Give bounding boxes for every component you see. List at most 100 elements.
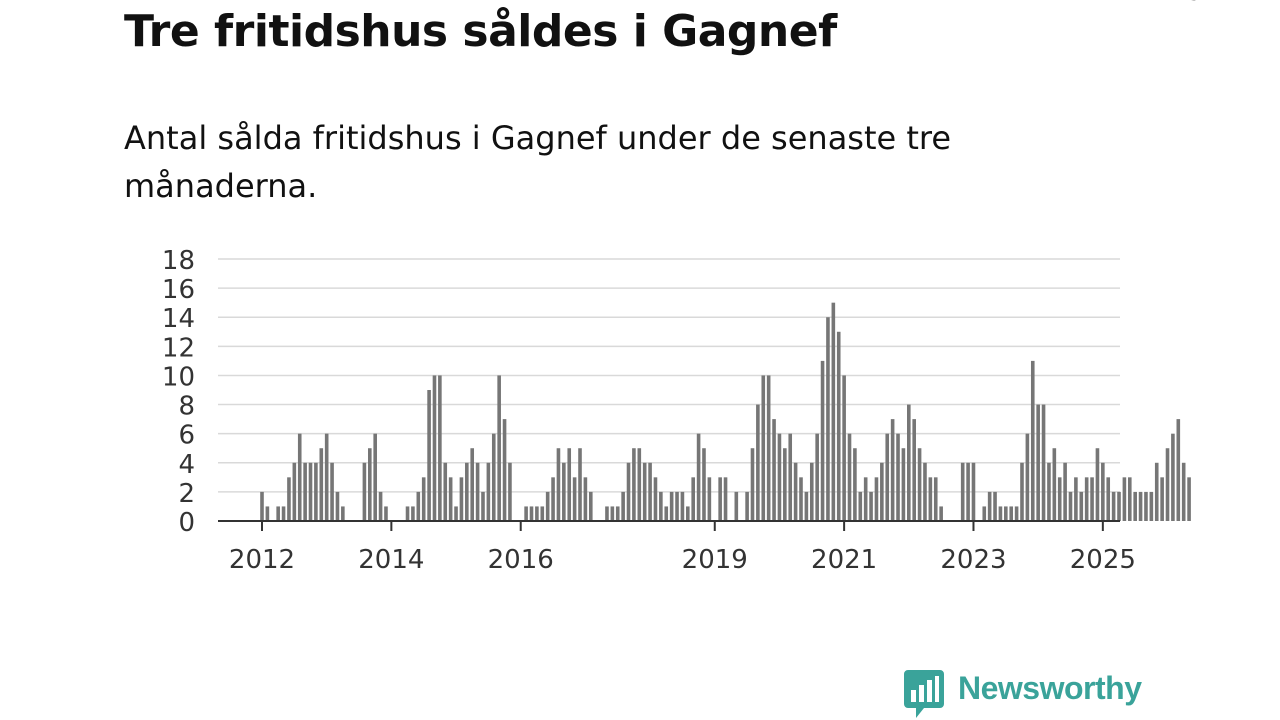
bar [842,375,846,521]
chart-subtitle: Antal sålda fritidshus i Gagnef under de… [124,119,952,205]
bar [1101,462,1105,521]
bar [831,302,836,521]
bar [427,390,431,521]
newsworthy-logo: Newsworthy [902,668,1162,720]
bar [1047,462,1051,521]
newsworthy-logo-icon [904,670,944,718]
bar [707,477,712,521]
y-tick-label: 0 [178,508,195,538]
bar [820,360,825,521]
bar [615,506,620,521]
bar [621,491,625,521]
bar [411,506,415,521]
bar [809,462,814,521]
bar [529,506,534,521]
bar [540,506,545,521]
bar [362,462,367,521]
bar [443,462,448,521]
y-tick-label: 2 [178,479,195,509]
bar [858,491,863,521]
bar [1154,462,1159,521]
bar [465,462,469,521]
bar [691,477,695,521]
bar [772,419,776,521]
bar [815,433,819,521]
bar [750,448,755,521]
bar [1084,477,1089,521]
bar [1014,506,1019,521]
bar [1063,462,1067,521]
x-tick-label: 2019 [682,545,748,575]
bar [653,477,658,521]
bar [287,477,291,521]
bar [788,433,793,521]
bar [853,448,857,521]
bar [578,448,582,521]
bar [373,433,377,521]
bar [756,404,760,521]
bar [1181,462,1186,521]
bar [276,506,280,521]
bar [335,491,340,521]
bar [982,506,987,521]
bar [1030,360,1035,521]
bar [1149,491,1154,521]
bar [933,477,938,521]
bar [438,375,442,521]
bar [723,477,728,521]
bar [874,477,879,521]
x-tick-label: 2023 [940,545,1006,575]
bar [917,448,922,521]
bar [863,477,868,521]
bar [869,491,873,521]
bar [675,491,679,521]
bar [702,448,706,521]
bar [1025,433,1030,521]
bar [1165,448,1170,521]
bar [1127,477,1132,521]
bar [939,506,943,521]
x-tick-label: 2014 [358,545,424,575]
bar [502,419,507,521]
bar [1133,491,1137,521]
bar [562,462,566,521]
bar [907,404,911,521]
bar [265,506,270,521]
bar [987,491,992,521]
bar [1138,491,1143,521]
bar [923,462,927,521]
bar [718,477,722,521]
bar [880,462,884,521]
bar [378,491,383,521]
y-tick-label: 6 [178,421,195,451]
bar [1144,491,1148,521]
bar [556,448,561,521]
bar [1009,506,1014,521]
y-tick-label: 18 [162,246,195,276]
bar [1171,433,1175,521]
bar [966,462,970,521]
bar [508,462,512,521]
bar [799,477,803,521]
bar [297,433,302,521]
bar [1106,477,1111,521]
chart-title: Tre fritidshus såldes i Gagnef [124,6,837,57]
bar [535,506,539,521]
bar [1095,448,1100,521]
bar [416,491,421,521]
gridlines [218,258,1120,493]
bar [583,477,588,521]
bar [686,506,690,521]
bar [734,491,739,521]
y-tick-label: 14 [162,304,195,334]
bar [324,433,329,521]
bar [928,477,933,521]
bar [303,462,307,521]
bar [761,375,766,521]
data-label: 3 [1187,0,1202,6]
bar [610,506,615,521]
bar [308,462,313,521]
bar [567,448,572,521]
bar [836,331,841,521]
bar [793,462,798,521]
